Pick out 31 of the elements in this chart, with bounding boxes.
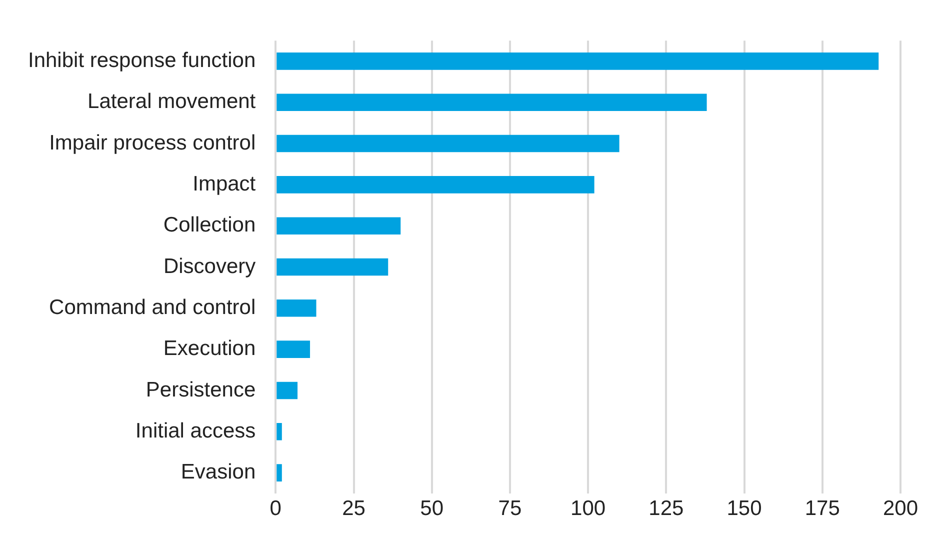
x-tick-label: 200 <box>882 496 918 520</box>
x-tick-label: 100 <box>570 496 606 520</box>
bar <box>276 423 282 440</box>
y-tick-label: Impair process control <box>49 131 256 154</box>
bar <box>276 52 879 70</box>
bar <box>276 217 401 234</box>
y-tick-label: Persistence <box>146 378 256 402</box>
y-tick-label: Execution <box>163 337 256 360</box>
x-tick-label: 150 <box>726 496 762 520</box>
bar <box>276 300 316 317</box>
y-tick-label: Collection <box>163 214 256 237</box>
y-tick-label: Impact <box>192 172 256 196</box>
y-tick-label: Evasion <box>180 460 256 484</box>
bar <box>276 464 282 482</box>
y-tick-label: Discovery <box>163 254 256 278</box>
y-tick-label: Initial access <box>135 419 256 442</box>
bar <box>276 382 298 400</box>
x-tick-label: 175 <box>804 496 840 520</box>
x-tick-label: 25 <box>342 496 366 520</box>
x-tick-label: 125 <box>648 496 684 520</box>
bar <box>276 94 707 111</box>
x-tick-label: 0 <box>270 496 282 520</box>
bar <box>276 176 594 194</box>
y-tick-label: Inhibit response function <box>28 48 256 72</box>
bar <box>276 258 388 276</box>
bar <box>276 340 310 358</box>
x-tick-label: 75 <box>498 496 522 520</box>
y-tick-label: Command and control <box>49 296 256 319</box>
bar <box>276 134 620 152</box>
x-tick-label: 50 <box>420 496 444 520</box>
y-tick-label: Lateral movement <box>88 90 256 114</box>
